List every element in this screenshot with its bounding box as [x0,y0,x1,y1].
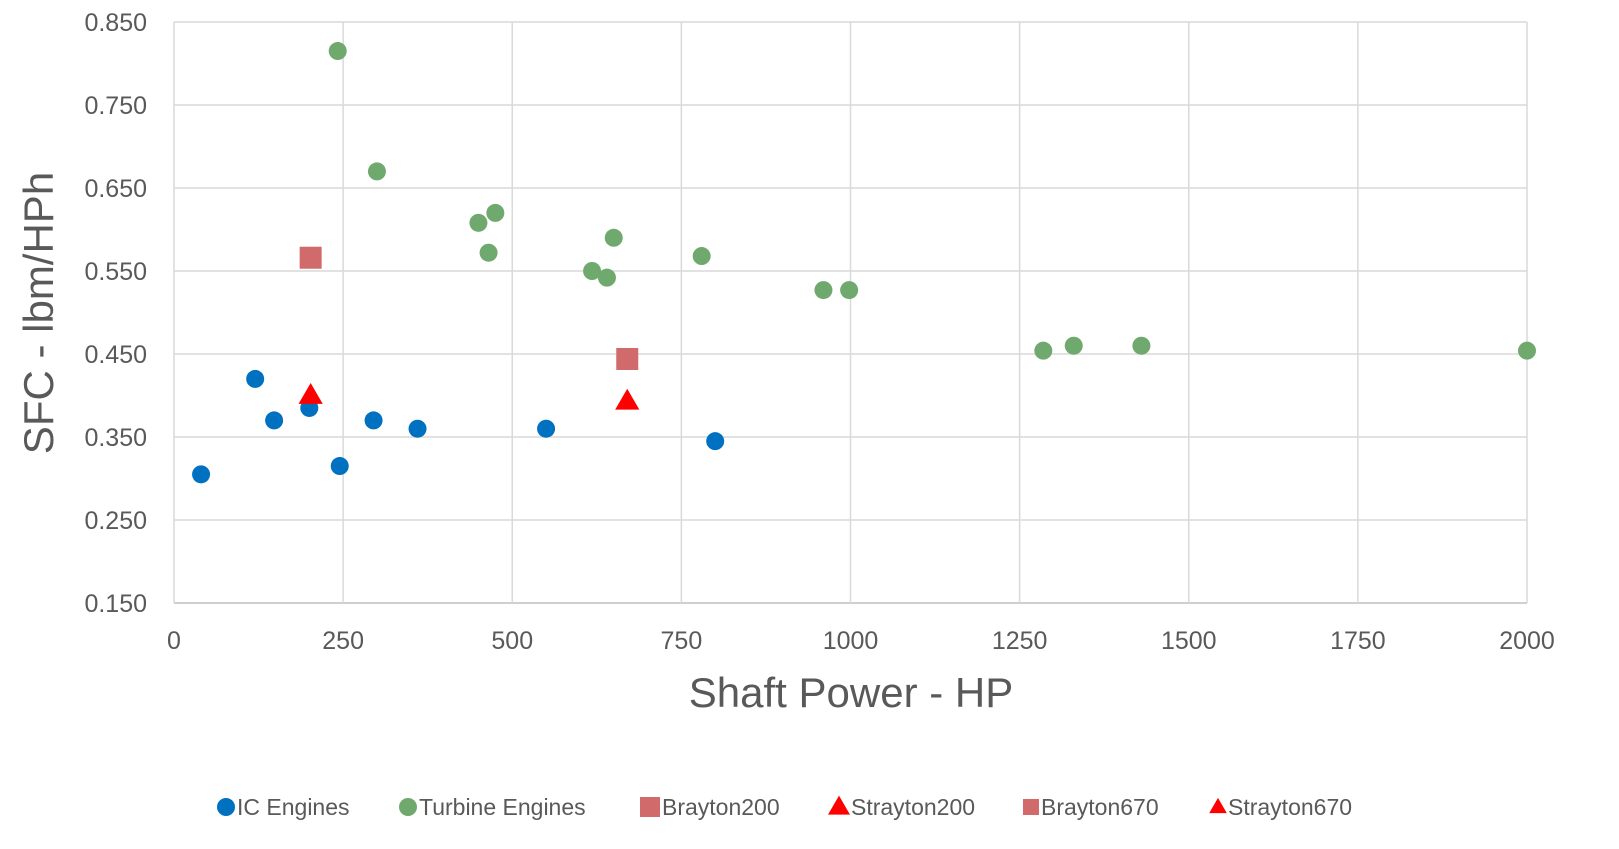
x-tick-label: 250 [322,627,364,655]
data-point-turbine-engines [597,268,616,287]
y-tick-label: 0.550 [84,258,147,286]
data-point-ic-engines [706,432,725,451]
data-point-strayton200 [298,382,323,404]
grid-lines [173,21,1528,604]
legend-marker-strayton200 [828,795,850,815]
data-point-turbine-engines [1064,336,1083,355]
legend-marker-strayton670 [1209,797,1227,814]
x-tick-label: 500 [491,627,533,655]
data-point-turbine-engines [692,247,711,266]
x-tick-label: 750 [661,627,703,655]
legend-marker-brayton670 [1023,799,1039,815]
legend-label-brayton670: Brayton670 [1041,794,1159,820]
data-point-brayton200 [299,246,322,269]
data-point-ic-engines [330,457,349,476]
x-tick-label: 1500 [1161,627,1217,655]
data-point-ic-engines [265,411,284,430]
data-point-ic-engines [192,465,211,484]
data-point-ic-engines [537,419,556,438]
x-axis-tick-labels: 0 250 500 750 1000 1250 1500 1750 2000 [167,627,1555,655]
legend-marker-ic-engines [217,798,235,816]
data-point-turbine-engines [479,243,498,262]
data-point-brayton670 [616,347,639,370]
x-tick-label: 1000 [823,627,879,655]
data-point-turbine-engines [367,162,386,181]
y-axis-tick-labels: 0.150 0.250 0.350 0.450 0.550 0.650 0.750 0.850 [84,9,147,618]
data-point-turbine-engines [1132,336,1151,355]
x-tick-label: 0 [167,627,181,655]
data-point-ic-engines [408,419,427,438]
y-tick-label: 0.750 [84,92,147,120]
data-point-turbine-engines [814,281,833,300]
data-point-turbine-engines [840,281,859,300]
data-point-turbine-engines [469,213,488,232]
y-tick-label: 0.850 [84,9,147,37]
data-point-strayton670 [615,388,640,410]
legend-marker-brayton200 [640,797,660,817]
data-points [192,42,1536,484]
legend-label-brayton200: Brayton200 [662,794,780,820]
y-tick-label: 0.150 [84,590,147,618]
x-tick-label: 1750 [1330,627,1386,655]
data-point-ic-engines [364,411,383,430]
y-tick-label: 0.650 [84,175,147,203]
data-point-turbine-engines [604,228,623,247]
y-tick-label: 0.450 [84,341,147,369]
data-point-ic-engines [246,369,265,388]
legend-marker-turbine-engines [399,798,417,816]
legend-label-strayton200: Strayton200 [851,794,975,820]
legend-label-ic-engines: IC Engines [237,794,350,820]
data-point-turbine-engines [583,262,602,280]
y-tick-label: 0.350 [84,424,147,452]
x-tick-label: 2000 [1499,627,1555,655]
legend-label-strayton670: Strayton670 [1228,794,1352,820]
data-point-turbine-engines [1518,341,1536,360]
data-point-turbine-engines [486,203,505,222]
legend: IC Engines Turbine Engines Brayton200 Stray… [217,794,1352,820]
y-axis-title: SFC - lbm/HPh [15,172,62,454]
y-tick-label: 0.250 [84,507,147,535]
x-tick-label: 1250 [992,627,1048,655]
data-point-turbine-engines [328,42,347,61]
x-axis-title: Shaft Power - HP [689,669,1013,716]
data-point-turbine-engines [1034,341,1053,360]
legend-label-turbine-engines: Turbine Engines [419,794,586,820]
